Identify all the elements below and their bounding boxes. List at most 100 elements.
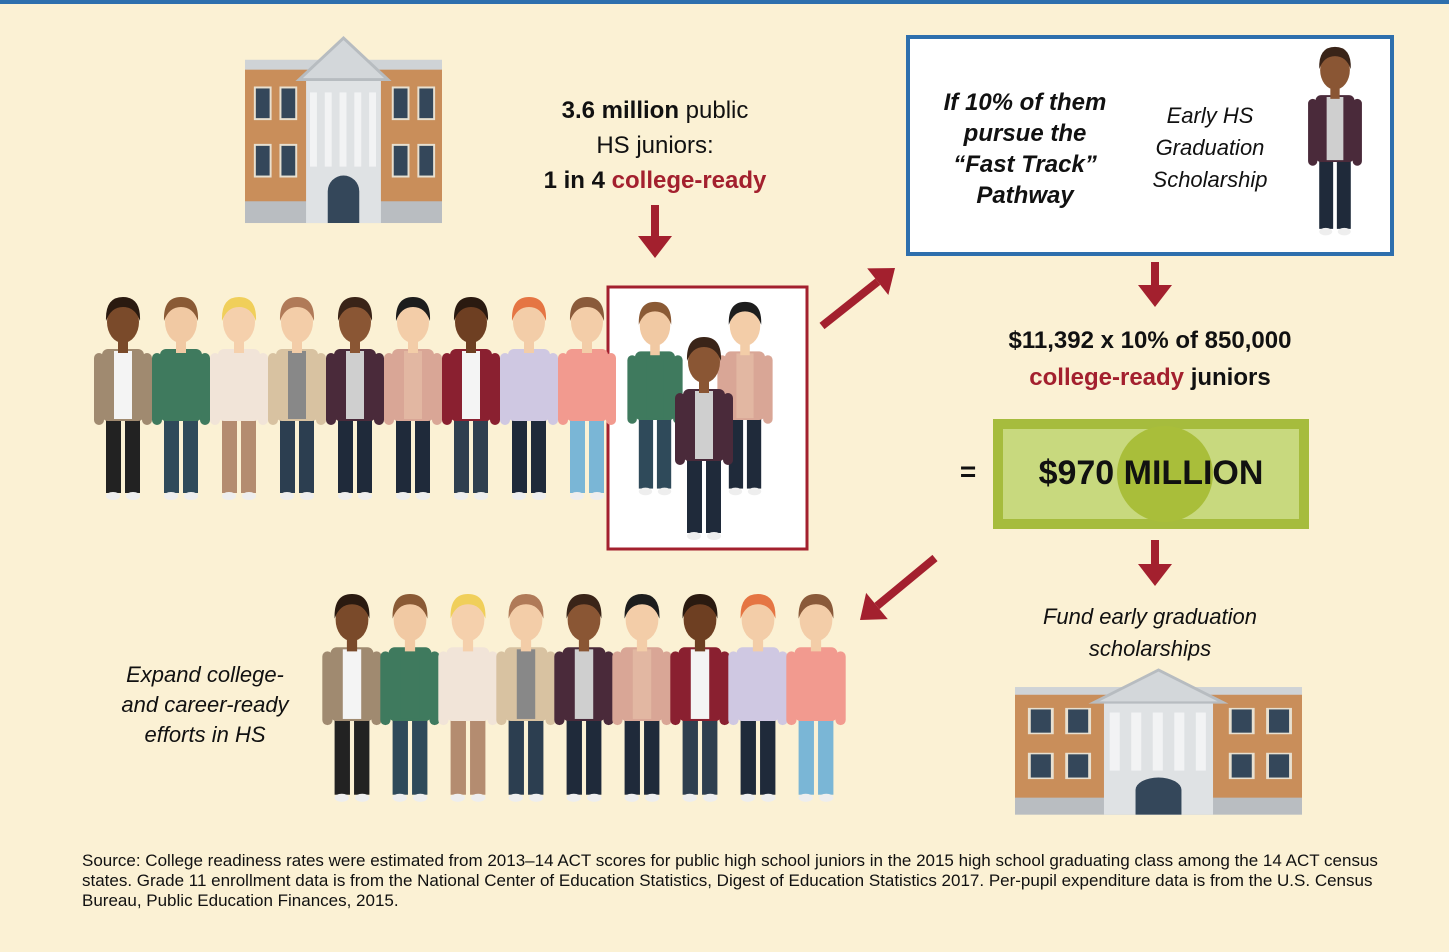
leg xyxy=(241,415,256,493)
shoe xyxy=(509,794,523,802)
leg xyxy=(589,415,604,493)
shoe xyxy=(707,532,721,540)
shirt xyxy=(404,351,422,419)
window xyxy=(1230,709,1253,734)
shirt xyxy=(691,649,709,719)
shoe xyxy=(683,794,697,802)
calculation: $11,392 x 10% of 850,000 college-ready j… xyxy=(950,322,1350,396)
shoe xyxy=(471,794,485,802)
column xyxy=(1131,713,1141,771)
leg xyxy=(639,414,653,488)
leg xyxy=(473,415,488,493)
shirt xyxy=(401,649,419,719)
shoe xyxy=(703,794,717,802)
calculation-ready: college-ready xyxy=(1029,364,1184,391)
juniors-ready: college-ready xyxy=(612,167,767,194)
shirt xyxy=(114,351,132,419)
person xyxy=(210,297,268,500)
column xyxy=(369,92,376,166)
page: 3.6 million public HS juniors: 1 in 4 co… xyxy=(0,0,1449,952)
fast-track-scholarship: Early HS Graduation Scholarship xyxy=(1135,100,1285,196)
calculation-juniors: juniors xyxy=(1191,364,1271,391)
person xyxy=(94,297,152,500)
shoe xyxy=(280,492,294,500)
leg xyxy=(531,415,546,493)
shoe xyxy=(1319,228,1332,235)
shirt xyxy=(807,649,825,719)
column xyxy=(1196,713,1206,771)
shoe xyxy=(416,492,430,500)
leg xyxy=(567,715,582,795)
arrow-head xyxy=(1138,285,1172,307)
leg xyxy=(335,715,350,795)
window xyxy=(280,87,296,119)
person xyxy=(670,594,729,802)
shirt xyxy=(520,351,538,419)
shirt xyxy=(230,351,248,419)
column xyxy=(310,92,317,166)
shoe xyxy=(532,492,546,500)
shirt xyxy=(462,351,480,419)
window xyxy=(1029,754,1052,779)
leg xyxy=(706,455,721,533)
shoe xyxy=(590,492,604,500)
leg xyxy=(625,715,640,795)
fund-text: Fund early graduation scholarships xyxy=(1010,601,1290,665)
shoe xyxy=(106,492,120,500)
shoe xyxy=(512,492,526,500)
leg xyxy=(747,414,761,488)
juniors-count-rest: public xyxy=(686,97,749,124)
leg xyxy=(512,415,527,493)
result: $970 MILLION xyxy=(993,454,1309,493)
shoe xyxy=(741,794,755,802)
person xyxy=(380,594,439,802)
shoe xyxy=(126,492,140,500)
person xyxy=(500,297,558,500)
shoe xyxy=(729,488,742,496)
shoe xyxy=(355,794,369,802)
person xyxy=(496,594,555,802)
shoe xyxy=(799,794,813,802)
shoe xyxy=(358,492,372,500)
shirt xyxy=(172,351,190,419)
window xyxy=(418,87,434,119)
window xyxy=(1029,709,1052,734)
shoe xyxy=(587,794,601,802)
shoe xyxy=(454,492,468,500)
person xyxy=(554,594,613,802)
leg xyxy=(164,415,179,493)
person xyxy=(384,297,442,500)
arrow xyxy=(860,558,935,620)
leg xyxy=(106,415,121,493)
column xyxy=(325,92,332,166)
shoe xyxy=(625,794,639,802)
shirt xyxy=(517,649,535,719)
column xyxy=(354,92,361,166)
pediment xyxy=(299,38,388,80)
door xyxy=(1136,778,1182,815)
door xyxy=(328,176,360,223)
leg xyxy=(299,415,314,493)
leg xyxy=(818,715,833,795)
person xyxy=(322,594,381,802)
shoe xyxy=(567,794,581,802)
leg xyxy=(396,415,411,493)
person xyxy=(612,594,671,802)
shoe xyxy=(819,794,833,802)
leg xyxy=(280,415,295,493)
shirt xyxy=(646,353,663,418)
shirt xyxy=(343,649,361,719)
leg xyxy=(683,715,698,795)
leg xyxy=(354,715,369,795)
shoe xyxy=(451,794,465,802)
shoe xyxy=(335,794,349,802)
person xyxy=(326,297,384,500)
shirt xyxy=(578,351,596,419)
shoe xyxy=(242,492,256,500)
result-unit: MILLION xyxy=(1124,454,1264,492)
school xyxy=(1015,670,1302,815)
leg xyxy=(702,715,717,795)
juniors-count: 3.6 million xyxy=(562,97,679,124)
shoe xyxy=(474,492,488,500)
shirt xyxy=(633,649,651,719)
